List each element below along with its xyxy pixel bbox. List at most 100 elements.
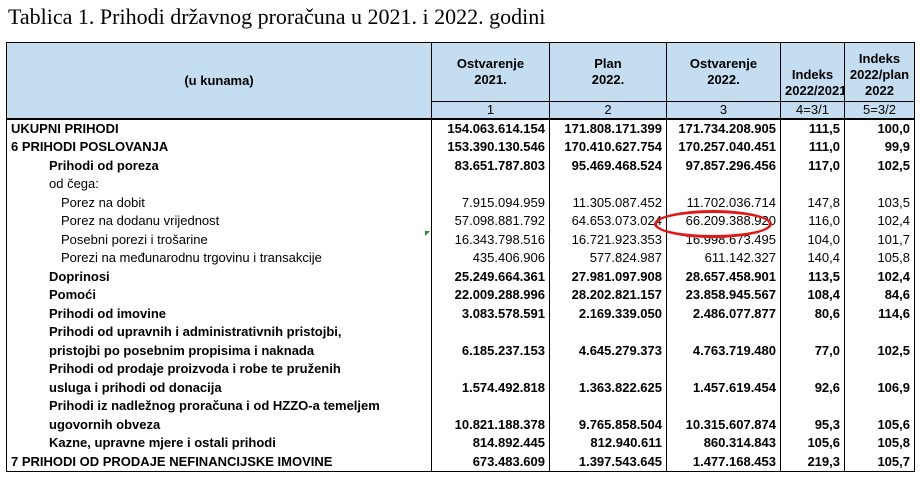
value-cell-i2: 100,0 bbox=[844, 118, 915, 138]
value-cell-i1: 105,6 bbox=[780, 434, 845, 453]
table-row: ugovornih obveza 10.821.188.378 9.765.858.… bbox=[6, 415, 915, 434]
row-label: Prihodi iz nadležnog proračuna i od HZZO… bbox=[6, 397, 432, 416]
value-cell-i1: 111,0 bbox=[780, 138, 845, 157]
value-cell-v2 bbox=[549, 360, 667, 379]
table-row: od čega: bbox=[6, 175, 915, 194]
value-cell-v1 bbox=[431, 323, 550, 342]
value-cell-v2: 1.363.822.625 bbox=[549, 378, 667, 397]
col-number: 3 bbox=[666, 101, 781, 120]
value-cell-i2: 102,5 bbox=[844, 156, 915, 175]
value-cell-v2 bbox=[549, 323, 667, 342]
revenue-table: (u kunama) Ostvarenje 2021. Plan 2022. Ost… bbox=[6, 42, 915, 472]
value-cell-v2: 577.824.987 bbox=[549, 249, 667, 268]
table-row: Pomoći 22.009.288.996 28.202.821.157 23.858… bbox=[6, 286, 915, 305]
value-cell-v1: 673.483.609 bbox=[431, 452, 550, 472]
value-cell-i2: 101,7 bbox=[844, 230, 915, 249]
value-cell-v3: 1.457.619.454 bbox=[666, 378, 781, 397]
value-cell-i1: 92,6 bbox=[780, 378, 845, 397]
value-cell-i2 bbox=[844, 175, 915, 194]
value-cell-i2: 105,6 bbox=[844, 415, 915, 434]
value-cell-i1: 117,0 bbox=[780, 156, 845, 175]
value-cell-i1: 80,6 bbox=[780, 304, 845, 323]
col-number: 4=3/1 bbox=[780, 101, 845, 120]
value-cell-v1: 154.063.614.154 bbox=[431, 118, 550, 138]
row-label: Prihodi od poreza bbox=[6, 156, 432, 175]
row-label: Pomoći bbox=[6, 286, 432, 305]
table-row: Porezi na međunarodnu trgovinu i transak… bbox=[6, 249, 915, 268]
table-row: 6 PRIHODI POSLOVANJA 153.390.130.546 170.4… bbox=[6, 138, 915, 157]
value-cell-v3: 2.486.077.877 bbox=[666, 304, 781, 323]
value-cell-v2: 1.397.543.645 bbox=[549, 452, 667, 472]
value-cell-v3: 611.142.327 bbox=[666, 249, 781, 268]
value-cell-v1: 22.009.288.996 bbox=[431, 286, 550, 305]
value-cell-v2: 2.169.339.050 bbox=[549, 304, 667, 323]
value-cell-i1: 111,5 bbox=[780, 118, 845, 138]
value-cell-v2: 171.808.171.399 bbox=[549, 118, 667, 138]
table-row: 7 PRIHODI OD PRODAJE NEFINANCIJSKE IMOVI… bbox=[6, 452, 915, 472]
value-cell-v1: 3.083.578.591 bbox=[431, 304, 550, 323]
value-cell-v1: 83.651.787.803 bbox=[431, 156, 550, 175]
value-cell-i1: 140,4 bbox=[780, 249, 845, 268]
value-cell-v3: 860.314.843 bbox=[666, 434, 781, 453]
row-label: usluga i prihodi od donacija bbox=[6, 378, 432, 397]
table-row: Doprinosi 25.249.664.361 27.981.097.908 28.… bbox=[6, 267, 915, 286]
table-row: Prihodi od imovine 3.083.578.591 2.169.339… bbox=[6, 304, 915, 323]
value-cell-v2: 11.305.087.452 bbox=[549, 193, 667, 212]
col-header-ostvarenje-2022: Ostvarenje 2022. bbox=[666, 42, 781, 102]
value-cell-i1: 95,3 bbox=[780, 415, 845, 434]
table-row: Prihodi iz nadležnog proračuna i od HZZO… bbox=[6, 397, 915, 416]
row-label: Prihodi od prodaje proizvoda i robe te p… bbox=[6, 360, 432, 379]
value-cell-i2 bbox=[844, 323, 915, 342]
value-cell-v3: 28.657.458.901 bbox=[666, 267, 781, 286]
value-cell-i2: 102,5 bbox=[844, 341, 915, 360]
table-caption: Tablica 1. Prihodi državnog proračuna u … bbox=[8, 4, 546, 29]
value-cell-v1: 153.390.130.546 bbox=[431, 138, 550, 157]
value-cell-v1: 435.406.906 bbox=[431, 249, 550, 268]
row-label: Porezi na međunarodnu trgovinu i transak… bbox=[6, 249, 432, 268]
value-cell-i1 bbox=[780, 175, 845, 194]
value-cell-v3 bbox=[666, 323, 781, 342]
row-label: Kazne, upravne mjere i ostali prihodi bbox=[6, 434, 432, 453]
value-cell-i2: 102,4 bbox=[844, 267, 915, 286]
value-cell-v2: 95.469.468.524 bbox=[549, 156, 667, 175]
row-label: Prihodi od upravnih i administrativnih p… bbox=[6, 323, 432, 342]
row-label: Porez na dodanu vrijednost bbox=[6, 212, 432, 231]
value-cell-v2: 27.981.097.908 bbox=[549, 267, 667, 286]
value-cell-v3: 1.477.168.453 bbox=[666, 452, 781, 472]
value-cell-v1: 16.343.798.516 bbox=[431, 230, 550, 249]
value-cell-v2: 28.202.821.157 bbox=[549, 286, 667, 305]
value-cell-i2: 84,6 bbox=[844, 286, 915, 305]
value-cell-i1 bbox=[780, 360, 845, 379]
row-label: ugovornih obveza bbox=[6, 415, 432, 434]
row-label: pristojbi po posebnim propisima i naknad… bbox=[6, 341, 432, 360]
col-header-ostvarenje-2021: Ostvarenje 2021. bbox=[431, 42, 550, 102]
value-cell-v1: 814.892.445 bbox=[431, 434, 550, 453]
row-label: Posebni porezi i trošarine bbox=[6, 230, 432, 249]
value-cell-i1 bbox=[780, 323, 845, 342]
row-label: od čega: bbox=[6, 175, 432, 194]
value-cell-v3: 10.315.607.874 bbox=[666, 415, 781, 434]
value-cell-v1: 1.574.492.818 bbox=[431, 378, 550, 397]
value-cell-i2: 114,6 bbox=[844, 304, 915, 323]
value-cell-v1 bbox=[431, 175, 550, 194]
value-cell-v3: 66.209.388.920 bbox=[666, 212, 781, 231]
value-cell-v1: 25.249.664.361 bbox=[431, 267, 550, 286]
row-label: 7 PRIHODI OD PRODAJE NEFINANCIJSKE IMOVI… bbox=[6, 452, 432, 472]
value-cell-v3: 11.702.036.714 bbox=[666, 193, 781, 212]
value-cell-i2: 106,9 bbox=[844, 378, 915, 397]
value-cell-i2 bbox=[844, 360, 915, 379]
cell-comment-marker bbox=[425, 231, 430, 236]
col-header-plan-2022: Plan 2022. bbox=[549, 42, 667, 102]
table-row: Porez na dobit 7.915.094.959 11.305.087.45… bbox=[6, 193, 915, 212]
value-cell-v3: 23.858.945.567 bbox=[666, 286, 781, 305]
value-cell-i2: 99,9 bbox=[844, 138, 915, 157]
value-cell-v1: 7.915.094.959 bbox=[431, 193, 550, 212]
value-cell-v3: 16.998.673.495 bbox=[666, 230, 781, 249]
value-cell-i2: 103,5 bbox=[844, 193, 915, 212]
value-cell-v3: 4.763.719.480 bbox=[666, 341, 781, 360]
value-cell-v3: 170.257.040.451 bbox=[666, 138, 781, 157]
value-cell-i2: 105,8 bbox=[844, 249, 915, 268]
row-label: Doprinosi bbox=[6, 267, 432, 286]
value-cell-v1: 6.185.237.153 bbox=[431, 341, 550, 360]
value-cell-i1: 219,3 bbox=[780, 452, 845, 472]
